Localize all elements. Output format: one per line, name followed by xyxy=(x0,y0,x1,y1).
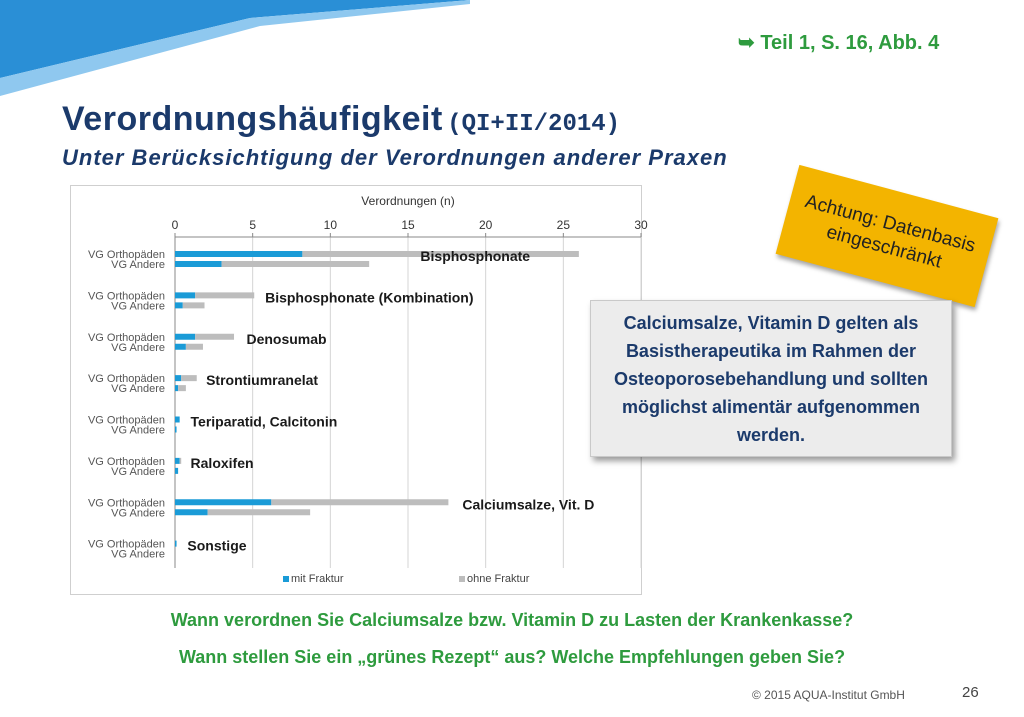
bar-mit-fraktur xyxy=(175,333,196,340)
category-label: VG Orthopäden xyxy=(88,456,165,468)
legend-label-ohne-fraktur: ohne Fraktur xyxy=(467,573,530,585)
bar-ohne-fraktur xyxy=(195,333,235,340)
bar-ohne-fraktur xyxy=(182,302,205,309)
bar-ohne-fraktur xyxy=(181,375,197,382)
question-2: Wann stellen Sie ein „grünes Rezept“ aus… xyxy=(178,647,846,667)
category-label: VG Andere xyxy=(111,300,165,312)
bar-chart: Verordnungen (n) 0 5 10 15 20 25 30 VG Orthopäde… xyxy=(88,194,648,585)
category-label: VG Orthopäden xyxy=(88,373,165,385)
bar-ohne-fraktur xyxy=(185,343,203,350)
x-tick-label: 15 xyxy=(401,218,415,232)
bar-ohne-fraktur xyxy=(207,509,311,516)
bar-ohne-fraktur xyxy=(178,385,186,392)
question-1: Wann verordnen Sie Calciumsalze bzw. Vit… xyxy=(170,610,854,630)
bar-mit-fraktur xyxy=(175,251,303,257)
bar-mit-fraktur xyxy=(175,302,183,309)
bar-mit-fraktur xyxy=(175,467,179,474)
x-tick-label: 30 xyxy=(634,218,648,232)
bar-mit-fraktur xyxy=(175,343,186,350)
legend-swatch-ohne-fraktur xyxy=(459,576,465,582)
x-tick-label: 5 xyxy=(249,218,256,232)
category-label: VG Andere xyxy=(111,507,165,519)
group-label: Denosumab xyxy=(246,331,326,347)
bar-ohne-fraktur xyxy=(179,457,182,464)
x-axis-title: Verordnungen (n) xyxy=(361,194,454,208)
page-title: Verordnungshäufigkeit (QI+II/2014) xyxy=(62,100,620,139)
bar-ohne-fraktur xyxy=(302,251,579,257)
warning-callout: Achtung: Datenbasis eingeschränkt xyxy=(775,164,999,308)
x-tick-label: 25 xyxy=(557,218,571,232)
bar-mit-fraktur xyxy=(175,261,222,267)
bar-mit-fraktur xyxy=(175,385,179,392)
bar-mit-fraktur xyxy=(175,416,180,423)
category-label: VG Orthopäden xyxy=(88,415,165,427)
category-label: VG Andere xyxy=(111,549,165,561)
x-tick-label: 0 xyxy=(172,218,179,232)
bar-mit-fraktur xyxy=(175,457,180,464)
title-period: (QI+II/2014) xyxy=(447,111,621,138)
category-label: VG Orthopäden xyxy=(88,332,165,344)
page-subtitle: Unter Berücksichtigung der Verordnungen … xyxy=(62,145,728,170)
category-label: VG Andere xyxy=(111,425,165,437)
info-callout: Calciumsalze, Vitamin D gelten als Basis… xyxy=(590,300,952,457)
legend-label-mit-fraktur: mit Fraktur xyxy=(291,573,344,585)
category-label: VG Orthopäden xyxy=(88,539,165,551)
x-tick-label: 10 xyxy=(324,218,338,232)
figure-reference: ➥ Teil 1, S. 16, Abb. 4 xyxy=(738,32,940,54)
bar-mit-fraktur xyxy=(175,509,208,516)
group-label: Bisphosphonate xyxy=(420,248,530,264)
x-tick-label: 20 xyxy=(479,218,493,232)
bar-ohne-fraktur xyxy=(221,261,370,267)
bar-mit-fraktur xyxy=(175,499,272,506)
legend-swatch-mit-fraktur xyxy=(283,576,289,582)
bar-ohne-fraktur xyxy=(195,292,255,299)
group-label: Strontiumranelat xyxy=(206,372,318,388)
bar-ohne-fraktur xyxy=(271,499,449,506)
bar-mit-fraktur xyxy=(175,292,196,299)
bar-mit-fraktur xyxy=(175,426,177,433)
info-text: Calciumsalze, Vitamin D gelten als Basis… xyxy=(613,312,928,445)
category-label: VG Orthopäden xyxy=(88,249,165,261)
group-label: Sonstige xyxy=(187,538,246,554)
bar-mit-fraktur xyxy=(175,540,177,547)
group-label: Bisphosphonate (Kombination) xyxy=(265,289,473,305)
group-label: Calciumsalze, Vit. D xyxy=(462,496,594,512)
bar-mit-fraktur xyxy=(175,375,182,382)
copyright: © 2015 AQUA-Institut GmbH xyxy=(752,688,905,702)
category-label: VG Andere xyxy=(111,466,165,478)
group-label: Raloxifen xyxy=(191,455,254,471)
category-label: VG Orthopäden xyxy=(88,290,165,302)
group-label: Teriparatid, Calcitonin xyxy=(191,414,338,430)
category-label: VG Andere xyxy=(111,383,165,395)
page-number: 26 xyxy=(962,684,979,701)
category-label: VG Andere xyxy=(111,342,165,354)
header-banner xyxy=(0,0,470,96)
category-label: VG Andere xyxy=(111,259,165,271)
category-label: VG Orthopäden xyxy=(88,497,165,509)
title-main: Verordnungshäufigkeit xyxy=(62,100,443,138)
